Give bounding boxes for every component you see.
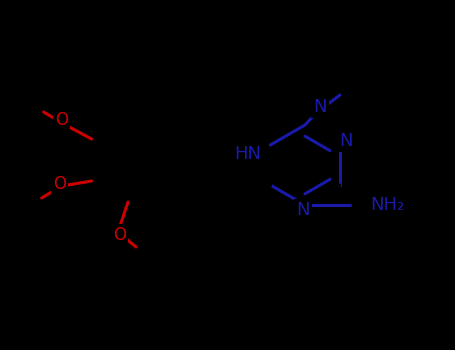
Text: HN: HN	[234, 145, 262, 163]
Text: N: N	[313, 98, 327, 116]
Text: N: N	[296, 201, 310, 219]
Text: O: O	[53, 175, 66, 193]
Text: O: O	[113, 226, 126, 244]
Text: NH₂: NH₂	[370, 196, 404, 214]
Text: O: O	[55, 111, 68, 129]
Text: N: N	[339, 132, 352, 150]
